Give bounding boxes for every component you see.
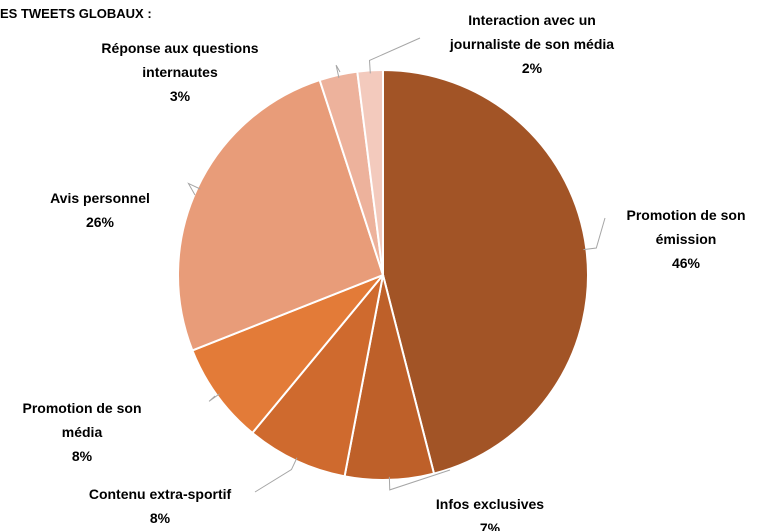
leader-line (583, 217, 606, 251)
slice-label: Promotion de son média 8% (7, 396, 157, 468)
leader-line (208, 393, 220, 402)
chart-title: ES TWEETS GLOBAUX : (0, 6, 152, 21)
leader-line (335, 64, 341, 78)
slice-label: Avis personnel 26% (35, 186, 165, 234)
leader-line (254, 457, 298, 493)
slice-label: Promotion de son émission 46% (616, 203, 756, 275)
leader-line (388, 469, 451, 491)
slice-label: Interaction avec un journaliste de son m… (432, 8, 632, 80)
value-label: 8% (149, 510, 171, 526)
value-label: 7% (479, 520, 501, 531)
category-label: Réponse aux questions internautes (101, 40, 259, 80)
category-label: Promotion de son média (22, 400, 142, 440)
value-label: 2% (521, 60, 543, 76)
value-label: 8% (71, 448, 93, 464)
category-label: Contenu extra-sportif (88, 486, 232, 502)
category-label: Promotion de son émission (626, 207, 746, 247)
leader-line (368, 37, 421, 74)
value-label: 26% (85, 214, 115, 230)
slice-label: Contenu extra-sportif 8% (75, 482, 245, 530)
leader-line (187, 182, 201, 196)
slice-label: Infos exclusives 7% (425, 492, 555, 531)
value-label: 46% (671, 255, 701, 271)
category-label: Avis personnel (50, 190, 150, 206)
category-label: Interaction avec un journaliste de son m… (449, 12, 615, 52)
category-label: Infos exclusives (435, 496, 545, 512)
value-label: 3% (169, 88, 191, 104)
slice-label: Réponse aux questions internautes 3% (90, 36, 270, 108)
